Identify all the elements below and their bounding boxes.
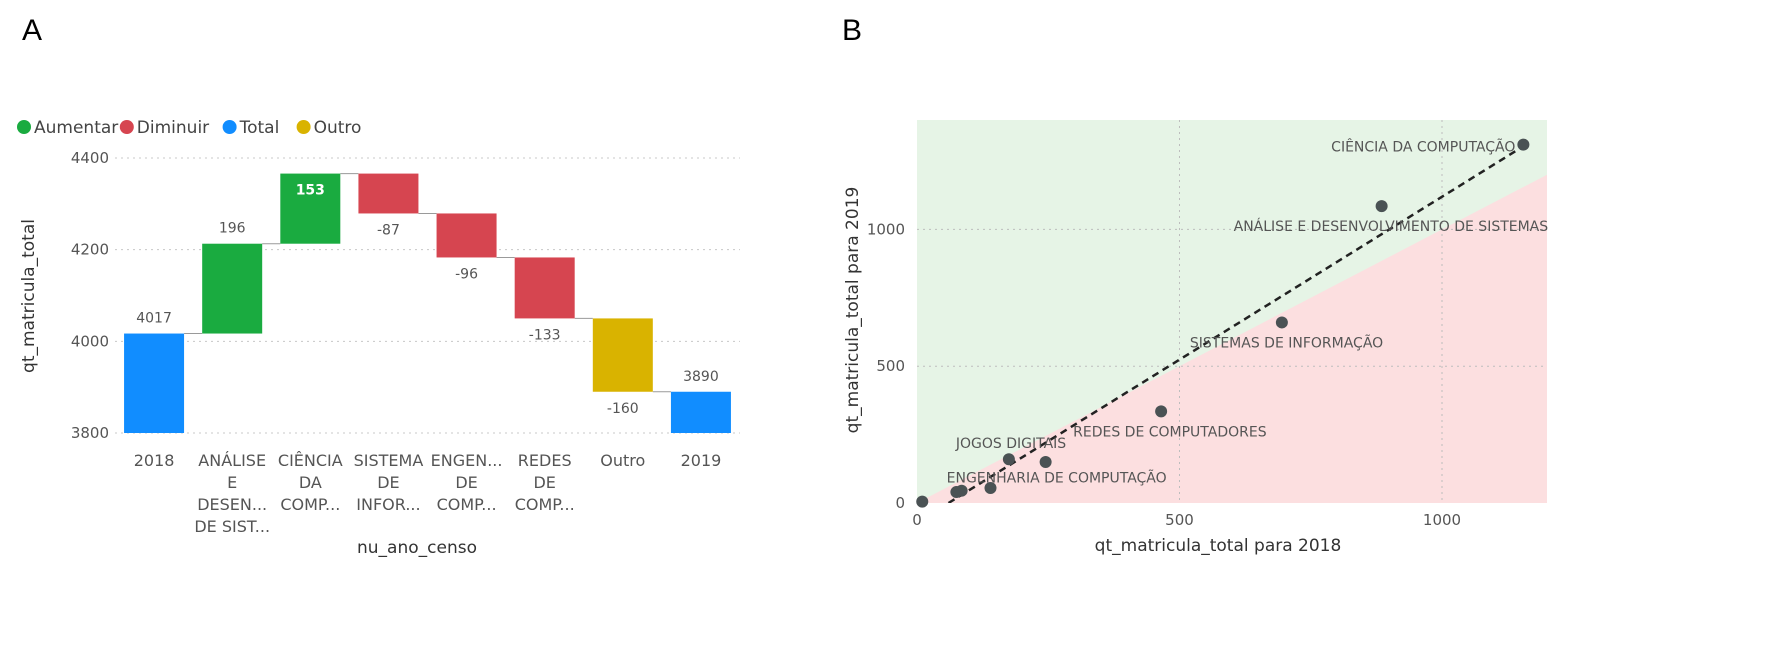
waterfall-data-label: 196	[219, 221, 246, 237]
waterfall-bar[interactable]	[202, 243, 263, 334]
legend-item-total[interactable]: Total	[222, 118, 280, 138]
scatter-points[interactable]	[916, 138, 1530, 508]
x-tick-label: 500	[1165, 511, 1194, 529]
waterfall-x-ticks: 2018 ANÁLISE E DESEN... DE SIST... CIÊNCIA DA C…	[134, 451, 722, 536]
waterfall-data-label: -133	[529, 327, 561, 343]
x-tick-label: 1000	[1423, 511, 1461, 529]
below-diagonal-region	[917, 174, 1547, 503]
waterfall-bar[interactable]	[436, 213, 497, 258]
waterfall-data-labels: 4017 196 153 -87 -96 -133 -160 3890	[136, 183, 719, 417]
legend-label: Aumentar	[34, 118, 118, 138]
legend-label: Total	[239, 118, 280, 138]
legend-label: Outro	[314, 118, 362, 138]
waterfall-bar[interactable]	[358, 173, 419, 214]
waterfall-x-axis-title: nu_ano_censo	[357, 538, 477, 558]
scatter-point[interactable]	[1039, 455, 1052, 468]
y-tick-label: 1000	[867, 220, 905, 238]
x-tick-label: E	[227, 473, 237, 492]
waterfall-bars[interactable]	[124, 173, 731, 433]
waterfall-y-axis-title: qt_matricula_total	[19, 219, 39, 373]
x-tick-label: SISTEMA	[354, 451, 424, 470]
waterfall-bar[interactable]	[592, 318, 653, 392]
point-label: SISTEMAS DE INFORMAÇÃO	[1190, 334, 1383, 351]
scatter-chart: CIÊNCIA DA COMPUTAÇÃO ANÁLISE E DESENVOLV…	[843, 120, 1549, 556]
y-tick-label: 4200	[71, 241, 109, 259]
scatter-point[interactable]	[916, 495, 929, 508]
x-tick-label: DE	[455, 473, 477, 492]
waterfall-data-label: -87	[377, 222, 400, 238]
scatter-point[interactable]	[984, 481, 997, 494]
waterfall-data-label: -96	[455, 266, 478, 282]
scatter-point[interactable]	[1155, 405, 1168, 418]
waterfall-bar[interactable]	[670, 391, 731, 433]
trend-line	[947, 143, 1527, 503]
legend-marker	[222, 120, 237, 134]
waterfall-gridlines	[115, 157, 740, 434]
scatter-x-axis-title: qt_matricula_total para 2018	[1095, 536, 1342, 556]
waterfall-data-label: 153	[296, 183, 325, 199]
x-tick-label: ANÁLISE	[198, 451, 266, 470]
legend-item-outro[interactable]: Outro	[296, 118, 362, 138]
scatter-point[interactable]	[950, 486, 963, 499]
x-tick-label: CIÊNCIA	[278, 451, 343, 470]
waterfall-bar[interactable]	[124, 333, 185, 433]
x-tick-label: DE	[533, 473, 555, 492]
x-tick-label: ENGEN...	[431, 451, 503, 470]
waterfall-data-label: 4017	[136, 311, 172, 327]
legend-marker	[17, 120, 31, 134]
x-tick-label: INFOR...	[356, 495, 420, 514]
scatter-point-labels: CIÊNCIA DA COMPUTAÇÃO ANÁLISE E DESENVOLV…	[947, 138, 1549, 487]
point-label: ANÁLISE E DESENVOLVIMENTO DE SISTEMAS	[1234, 218, 1549, 235]
panel-letter-a: A	[22, 14, 43, 47]
x-tick-label: COMP...	[280, 495, 340, 514]
waterfall-bar[interactable]	[280, 173, 341, 244]
legend-label: Diminuir	[137, 118, 209, 138]
x-tick-label: COMP...	[515, 495, 575, 514]
x-tick-label: DE	[377, 473, 399, 492]
panel-letter-b: B	[842, 14, 863, 47]
y-tick-label: 4000	[71, 332, 109, 350]
y-tick-label: 0	[895, 494, 905, 512]
legend-item-aumentar[interactable]: Aumentar	[17, 118, 118, 138]
point-label: JOGOS DIGITAIS	[955, 436, 1066, 452]
point-label: REDES DE COMPUTADORES	[1073, 424, 1267, 440]
waterfall-legend[interactable]: Aumentar Diminuir Total Outro	[17, 118, 361, 138]
scatter-gridlines	[917, 120, 1547, 503]
y-tick-label: 4400	[71, 149, 109, 167]
waterfall-data-label: -160	[607, 401, 639, 417]
waterfall-bar[interactable]	[514, 257, 575, 319]
scatter-point[interactable]	[1002, 453, 1015, 466]
legend-marker	[119, 120, 134, 134]
x-tick-label: REDES	[518, 451, 572, 470]
legend-item-diminuir[interactable]: Diminuir	[119, 118, 209, 138]
x-tick-label: 0	[912, 511, 922, 529]
scatter-ticks: 0 500 1000 0 500 1000	[867, 220, 1461, 529]
scatter-trendline	[947, 143, 1527, 503]
scatter-point[interactable]	[1275, 316, 1288, 329]
x-tick-label: DESEN...	[197, 495, 267, 514]
scatter-point[interactable]	[1517, 138, 1530, 151]
point-label: CIÊNCIA DA COMPUTAÇÃO	[1331, 138, 1515, 156]
waterfall-data-label: 3890	[683, 369, 719, 385]
x-tick-label: 2019	[681, 451, 722, 470]
x-tick-label: 2018	[134, 451, 175, 470]
x-tick-label: Outro	[600, 451, 645, 470]
point-label: ENGENHARIA DE COMPUTAÇÃO	[947, 470, 1167, 487]
waterfall-y-ticks: 3800 4000 4200 4400	[71, 149, 109, 442]
y-tick-label: 3800	[71, 424, 109, 442]
waterfall-chart: Aumentar Diminuir Total Outro 3800 4000 4200 4…	[17, 118, 740, 558]
x-tick-label: DE SIST...	[194, 517, 270, 536]
scatter-point[interactable]	[1375, 200, 1388, 213]
y-tick-label: 500	[876, 357, 905, 375]
x-tick-label: DA	[299, 473, 322, 492]
waterfall-connectors	[184, 173, 671, 393]
scatter-y-axis-title: qt_matricula_total para 2019	[843, 187, 863, 434]
x-tick-label: COMP...	[437, 495, 497, 514]
legend-marker	[296, 120, 311, 134]
